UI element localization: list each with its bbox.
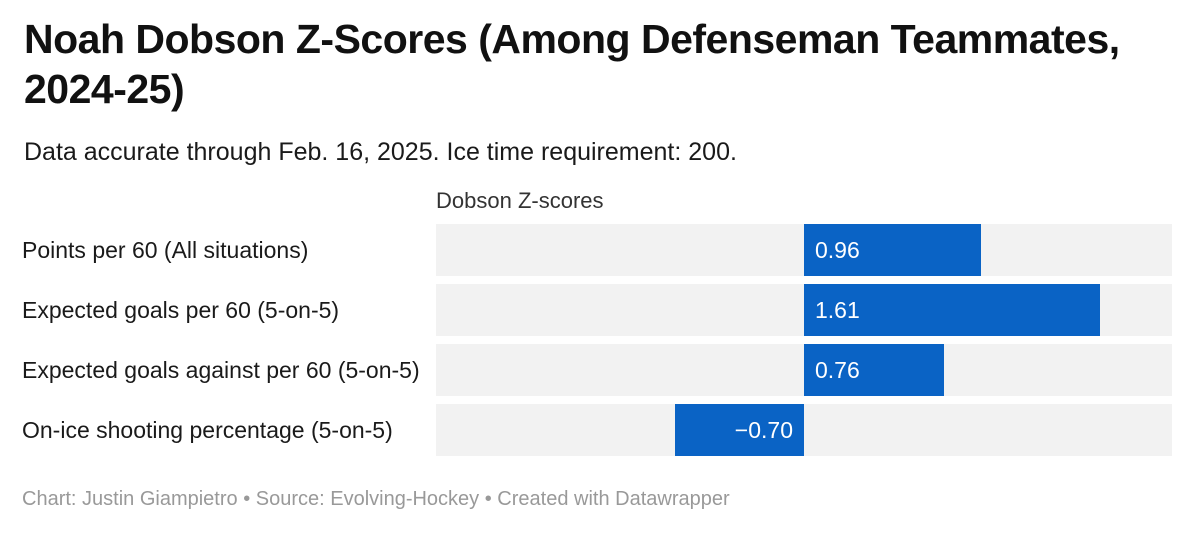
- row-label: Points per 60 (All situations): [22, 237, 309, 263]
- chart-subtitle: Data accurate through Feb. 16, 2025. Ice…: [24, 138, 737, 166]
- column-header: Dobson Z-scores: [436, 188, 604, 213]
- chart-row: Expected goals against per 60 (5-on-5) 0.…: [0, 344, 1200, 396]
- bar: −0.70: [675, 404, 804, 456]
- chart-byline: Chart: Justin Giampietro • Source: Evolv…: [22, 488, 730, 510]
- bar-track: 0.76: [436, 344, 1172, 396]
- chart-row: Points per 60 (All situations) 0.96: [0, 224, 1200, 276]
- bar: 0.96: [804, 224, 981, 276]
- page-title: Noah Dobson Z-Scores (Among Defenseman T…: [24, 16, 1120, 112]
- row-label: On-ice shooting percentage (5-on-5): [22, 417, 393, 443]
- bar-value-label: 1.61: [815, 296, 860, 323]
- bar-value-label: −0.70: [734, 416, 793, 443]
- bar-value-label: 0.76: [815, 356, 860, 383]
- bar-chart: Points per 60 (All situations) 0.96 Expect…: [0, 224, 1200, 456]
- bar: 1.61: [804, 284, 1101, 336]
- bar-track: 1.61: [436, 284, 1172, 336]
- chart-row: On-ice shooting percentage (5-on-5) −0.70: [0, 404, 1200, 456]
- row-label: Expected goals against per 60 (5-on-5): [22, 357, 420, 383]
- row-label: Expected goals per 60 (5-on-5): [22, 297, 340, 323]
- bar-track: 0.96: [436, 224, 1172, 276]
- chart-row: Expected goals per 60 (5-on-5) 1.61: [0, 284, 1200, 336]
- bar-track: −0.70: [436, 404, 1172, 456]
- bar: 0.76: [804, 344, 944, 396]
- bar-value-label: 0.96: [815, 236, 860, 263]
